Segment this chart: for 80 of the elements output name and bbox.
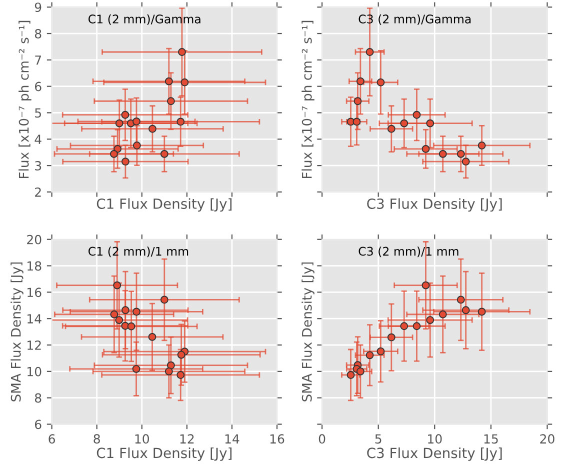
point: [121, 306, 130, 314]
point: [422, 144, 430, 153]
point: [166, 361, 175, 370]
x-tick-label: 15: [484, 434, 498, 444]
point: [164, 367, 173, 376]
y-tick-label: 5: [35, 108, 41, 118]
point: [110, 150, 118, 158]
y-axis-title: SMA Flux Density [Jy]: [10, 262, 24, 402]
x-axis-title: C1 Flux Density [Jy]: [96, 198, 232, 212]
point: [127, 322, 136, 330]
point: [356, 367, 364, 376]
x-tick-label: 14: [225, 434, 240, 444]
point: [180, 78, 189, 86]
point: [412, 322, 421, 330]
point: [366, 48, 374, 56]
point: [164, 77, 173, 86]
point: [462, 306, 470, 314]
y-tick-label: 7: [35, 56, 42, 65]
x-tick-label: 5: [375, 434, 382, 444]
point: [438, 310, 447, 318]
y-tick-label: 8: [34, 28, 42, 38]
point: [132, 308, 140, 316]
y-axis-title: Flux [x10⁻⁷ ph cm⁻² s⁻¹]: [302, 20, 314, 178]
point: [422, 281, 430, 290]
point: [478, 142, 486, 150]
y-tick-label: 6: [34, 420, 42, 430]
x-tick-label: 16: [270, 434, 284, 444]
point: [115, 316, 124, 324]
point: [176, 118, 185, 126]
point: [176, 371, 185, 379]
point: [121, 158, 130, 166]
y-tick-label: 20: [27, 234, 42, 244]
point: [387, 333, 396, 342]
x-axis-title: C3 Flux Density [Jy]: [367, 198, 502, 212]
y-tick-label: 18: [28, 261, 42, 271]
point: [132, 364, 140, 373]
point: [376, 78, 385, 86]
point: [110, 310, 118, 318]
y-axis-title: Flux [x10⁻⁷ ph cm⁻² s⁻¹]: [18, 20, 32, 178]
x-tick-label: 8: [94, 434, 100, 444]
y-tick-label: 3: [35, 161, 42, 170]
point: [121, 110, 130, 119]
y-tick-label: 6: [34, 82, 42, 92]
point: [456, 150, 465, 158]
point: [400, 119, 408, 128]
x-tick-label: 10: [135, 434, 149, 444]
x-tick-label: 0: [318, 434, 326, 444]
x-tick-label: 12: [180, 434, 194, 444]
point: [132, 142, 141, 150]
x-tick-label: 6: [48, 434, 55, 444]
x-axis-title: C1 Flux Density [Jy]: [96, 447, 232, 461]
y-tick-label: 9: [34, 2, 42, 12]
y-tick-label: 14: [28, 314, 42, 324]
y-tick-label: 2: [35, 187, 41, 197]
point: [148, 124, 156, 133]
x-tick-label: 20: [540, 434, 554, 444]
point: [160, 150, 168, 158]
point: [115, 119, 124, 128]
y-tick-label: 12: [28, 340, 41, 350]
point: [426, 119, 434, 128]
x-axis-title: C3 Flux Density [Jy]: [367, 447, 502, 461]
x-tick-label: 10: [428, 434, 442, 444]
point: [456, 296, 465, 304]
point: [412, 110, 421, 119]
point: [400, 322, 408, 330]
point: [346, 371, 355, 379]
point: [387, 124, 396, 133]
point: [366, 351, 374, 360]
y-tick-label: 10: [28, 366, 42, 376]
point: [148, 332, 156, 341]
point: [426, 316, 434, 324]
y-axis-title: SMA Flux Density [Jy]: [302, 262, 314, 402]
point: [376, 347, 385, 356]
point: [438, 150, 447, 158]
point: [166, 97, 175, 106]
point: [160, 296, 168, 304]
y-tick-label: 8: [34, 393, 42, 403]
y-tick-label: 4: [34, 134, 42, 144]
y-tick-label: 16: [28, 288, 42, 298]
point: [462, 158, 470, 166]
